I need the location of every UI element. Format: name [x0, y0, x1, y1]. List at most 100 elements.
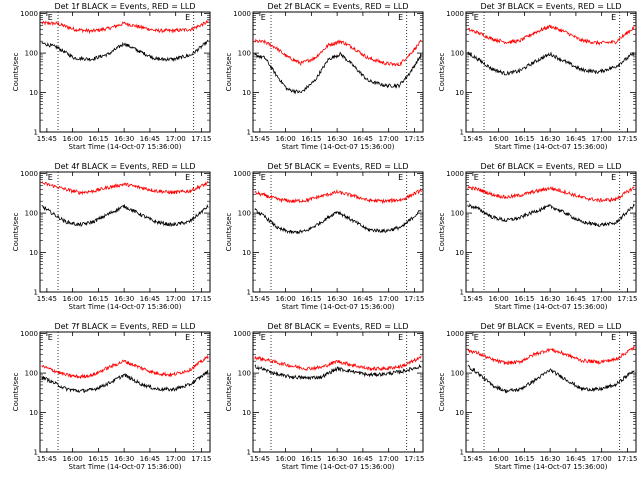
y-axis-label: Counts/sec [438, 373, 446, 412]
x-tick-label: 16:15 [88, 135, 108, 143]
y-tick-label: 1 [247, 449, 251, 457]
x-tick-label: 15:45 [250, 455, 270, 463]
x-tick-label: 17:00 [166, 295, 186, 303]
panel-title: Det 3f BLACK = Events, RED = LLD [480, 2, 621, 11]
plot-frame [39, 331, 211, 453]
x-tick-label: 16:00 [276, 295, 296, 303]
series-line [254, 207, 422, 235]
x-tick-label: 16:45 [353, 295, 373, 303]
panel-title: Det 9f BLACK = Events, RED = LLD [480, 322, 621, 331]
flag-label: E [261, 173, 266, 182]
panel-title: Det 5f BLACK = Events, RED = LLD [267, 162, 408, 171]
y-tick-label: 1 [34, 449, 38, 457]
y-tick-label: 1000 [20, 170, 38, 178]
series-line [41, 39, 209, 63]
series-line [41, 354, 209, 380]
x-tick-label: 17:15 [617, 455, 637, 463]
x-tick-label: 16:30 [327, 455, 347, 463]
panel-title: Det 7f BLACK = Events, RED = LLD [54, 322, 195, 331]
x-tick-label: 16:45 [566, 295, 586, 303]
y-tick-label: 1000 [446, 170, 464, 178]
series-line [467, 203, 635, 227]
flag-label: E [185, 333, 190, 342]
x-tick-label: 16:15 [88, 455, 108, 463]
flag-label: E [48, 333, 53, 342]
series-line [467, 364, 635, 394]
y-tick-label: 1000 [446, 330, 464, 338]
x-axis-label: Start Time (14-Oct-07 15:36:00) [69, 303, 182, 311]
plot-frame [465, 171, 637, 293]
panel-title: Det 8f BLACK = Events, RED = LLD [267, 322, 408, 331]
x-tick-label: 15:45 [37, 135, 57, 143]
flag-label: E [398, 333, 403, 342]
y-axis-label: Counts/sec [438, 213, 446, 252]
flag-label: E [48, 173, 53, 182]
x-tick-label: 16:30 [327, 135, 347, 143]
y-tick-label: 100 [238, 210, 251, 218]
x-tick-label: 16:45 [566, 135, 586, 143]
y-tick-label: 10 [455, 249, 464, 257]
series-line [254, 363, 422, 381]
flag-label: E [474, 13, 479, 22]
x-tick-label: 15:45 [37, 295, 57, 303]
x-tick-label: 16:30 [114, 295, 134, 303]
plot-frame [252, 171, 424, 293]
y-axis-label: Counts/sec [12, 53, 20, 92]
y-axis-label: Counts/sec [12, 373, 20, 412]
y-tick-label: 100 [25, 210, 38, 218]
y-axis-label: Counts/sec [225, 53, 233, 92]
flag-label: E [185, 173, 190, 182]
x-tick-label: 17:15 [617, 135, 637, 143]
x-tick-label: 17:15 [404, 295, 424, 303]
x-tick-label: 16:00 [63, 455, 83, 463]
y-axis-label: Counts/sec [225, 373, 233, 412]
y-tick-label: 100 [238, 370, 251, 378]
series-line [254, 51, 422, 95]
series-line [467, 345, 635, 365]
x-tick-label: 16:30 [327, 295, 347, 303]
y-tick-label: 10 [455, 409, 464, 417]
y-tick-label: 10 [29, 409, 38, 417]
flag-label: E [398, 173, 403, 182]
x-tick-label: 17:15 [404, 135, 424, 143]
y-tick-label: 100 [25, 50, 38, 58]
x-tick-label: 16:00 [276, 455, 296, 463]
x-tick-label: 17:00 [592, 135, 612, 143]
flag-label: E [48, 13, 53, 22]
y-tick-label: 10 [29, 249, 38, 257]
y-tick-label: 1 [247, 129, 251, 137]
x-tick-label: 15:45 [463, 455, 483, 463]
x-tick-label: 16:15 [301, 295, 321, 303]
series-line [41, 369, 209, 394]
plot-frame [252, 331, 424, 453]
series-line [467, 186, 635, 203]
plot-frame [39, 11, 211, 133]
x-tick-label: 16:45 [566, 455, 586, 463]
x-axis-label: Start Time (14-Oct-07 15:36:00) [282, 143, 395, 151]
panel-title: Det 1f BLACK = Events, RED = LLD [54, 2, 195, 11]
x-tick-label: 16:15 [514, 455, 534, 463]
y-tick-label: 1 [460, 129, 464, 137]
x-tick-label: 16:00 [63, 295, 83, 303]
panel-title: Det 2f BLACK = Events, RED = LLD [267, 2, 408, 11]
series-line [41, 19, 209, 35]
flag-label: E [611, 173, 616, 182]
series-line [254, 187, 422, 205]
x-tick-label: 16:00 [63, 135, 83, 143]
flag-label: E [185, 13, 190, 22]
x-tick-label: 17:15 [191, 295, 211, 303]
x-axis-label: Start Time (14-Oct-07 15:36:00) [282, 303, 395, 311]
plot-frame [465, 11, 637, 133]
y-tick-label: 100 [25, 370, 38, 378]
y-tick-label: 100 [451, 50, 464, 58]
x-axis-label: Start Time (14-Oct-07 15:36:00) [495, 463, 608, 471]
x-axis-label: Start Time (14-Oct-07 15:36:00) [69, 143, 182, 151]
y-tick-label: 1000 [233, 10, 251, 18]
